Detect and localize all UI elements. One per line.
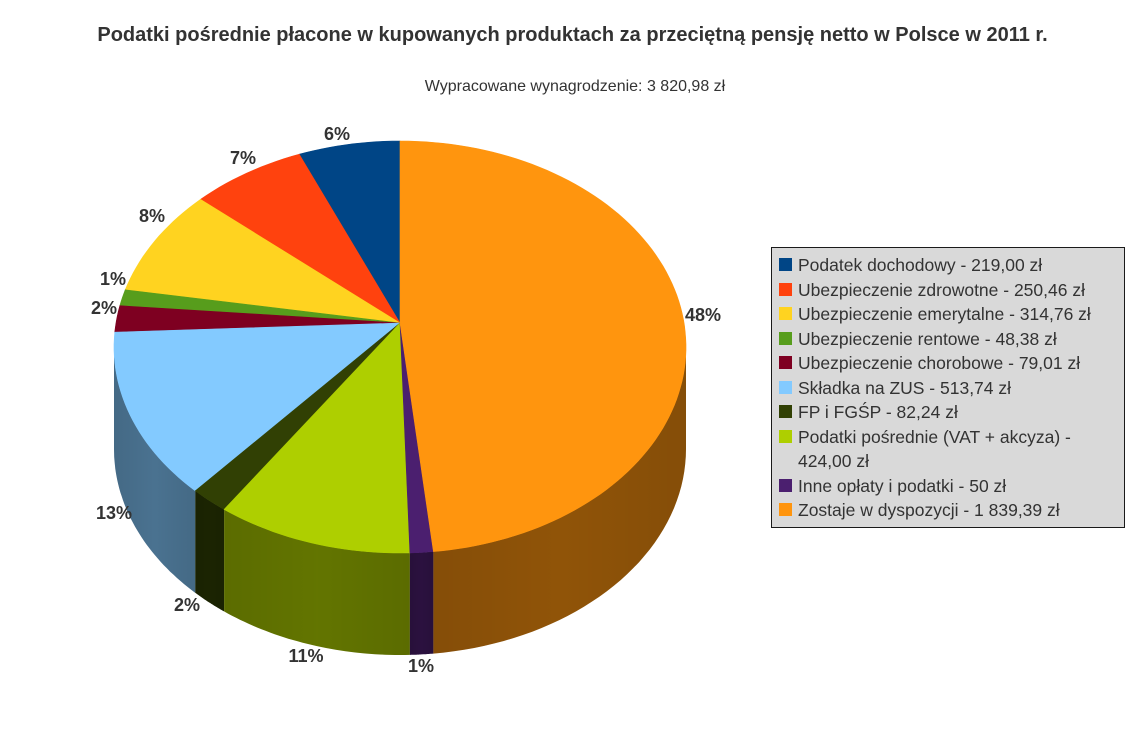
pie-sides — [114, 347, 686, 655]
legend-label: FP i FGŚP - 82,24 zł — [798, 402, 958, 422]
legend-label: Podatki pośrednie (VAT + akcyza) - 424,0… — [798, 426, 1071, 472]
percent-label: 1% — [100, 269, 126, 289]
legend-item: Podatek dochodowy - 219,00 zł — [779, 253, 1118, 278]
chart-subtitle: Wypracowane wynagrodzenie: 3 820,98 zł — [424, 78, 726, 95]
pie-slice — [399, 140, 687, 552]
pie-slice — [199, 153, 401, 324]
percent-label: 6% — [324, 124, 350, 144]
pie-chart: 6% 7% 8% 1% 2% 13% 2% 11% 1% 48% — [91, 124, 721, 676]
legend-label: Zostaje w dyspozycji - 1 839,39 zł — [798, 500, 1060, 520]
legend-item: Inne opłaty i podatki - 50 zł — [779, 474, 1118, 499]
legend-label: Ubezpieczenie chorobowe - 79,01 zł — [798, 353, 1081, 373]
legend-swatch-icon — [779, 331, 792, 345]
legend-item: Podatki pośrednie (VAT + akcyza) - 424,0… — [779, 425, 1118, 474]
legend-label: Podatek dochodowy - 219,00 zł — [798, 255, 1043, 275]
pie-slice — [114, 305, 401, 333]
legend-item: Składka na ZUS - 513,74 zł — [779, 376, 1118, 401]
legend-swatch-icon — [779, 405, 792, 418]
pie-slice — [298, 140, 401, 325]
percent-label: 8% — [139, 206, 165, 226]
legend-swatch-icon — [779, 478, 792, 492]
legend-item: Zostaje w dyspozycji - 1 839,39 zł — [779, 498, 1118, 523]
percent-label: 2% — [174, 595, 200, 615]
legend-item: Ubezpieczenie chorobowe - 79,01 zł — [779, 351, 1118, 376]
percent-label: 2% — [91, 298, 117, 318]
percent-label: 13% — [96, 503, 132, 523]
percent-label: 48% — [685, 305, 721, 325]
legend-swatch-icon — [779, 282, 792, 296]
percent-label: 7% — [230, 148, 256, 168]
legend-item: Ubezpieczenie zdrowotne - 250,46 zł — [779, 278, 1118, 303]
legend-label: Inne opłaty i podatki - 50 zł — [798, 475, 1007, 496]
legend-swatch-icon — [779, 356, 792, 369]
legend-swatch-icon — [779, 307, 792, 320]
percent-labels: 6% 7% 8% 1% 2% 13% 2% 11% 1% 48% — [91, 124, 721, 676]
legend-item: Ubezpieczenie emerytalne - 314,76 zł — [779, 302, 1118, 327]
legend-swatch-icon — [779, 258, 792, 271]
legend-label: Ubezpieczenie rentowe - 48,38 zł — [798, 328, 1057, 349]
legend-label: Ubezpieczenie zdrowotne - 250,46 zł — [798, 279, 1085, 300]
percent-label: 1% — [408, 656, 434, 676]
pie-slices — [113, 140, 687, 554]
legend-item: FP i FGŚP - 82,24 zł — [779, 400, 1118, 425]
legend-label: Składka na ZUS - 513,74 zł — [798, 377, 1012, 398]
legend-item: Ubezpieczenie rentowe - 48,38 zł — [779, 327, 1118, 352]
legend-swatch-icon — [779, 503, 792, 516]
pie-slice — [223, 322, 411, 554]
pie-slice — [194, 322, 401, 510]
chart-title: Podatki pośrednie płacone w kupowanych p… — [97, 24, 1048, 46]
pie-slice — [124, 199, 401, 324]
legend: Podatek dochodowy - 219,00 zł Ubezpieczen… — [771, 247, 1125, 528]
legend-swatch-icon — [779, 380, 792, 394]
legend-label: Ubezpieczenie emerytalne - 314,76 zł — [798, 304, 1091, 324]
legend-swatch-icon — [779, 429, 792, 443]
percent-label: 11% — [288, 646, 323, 666]
pie-slice — [113, 322, 401, 492]
